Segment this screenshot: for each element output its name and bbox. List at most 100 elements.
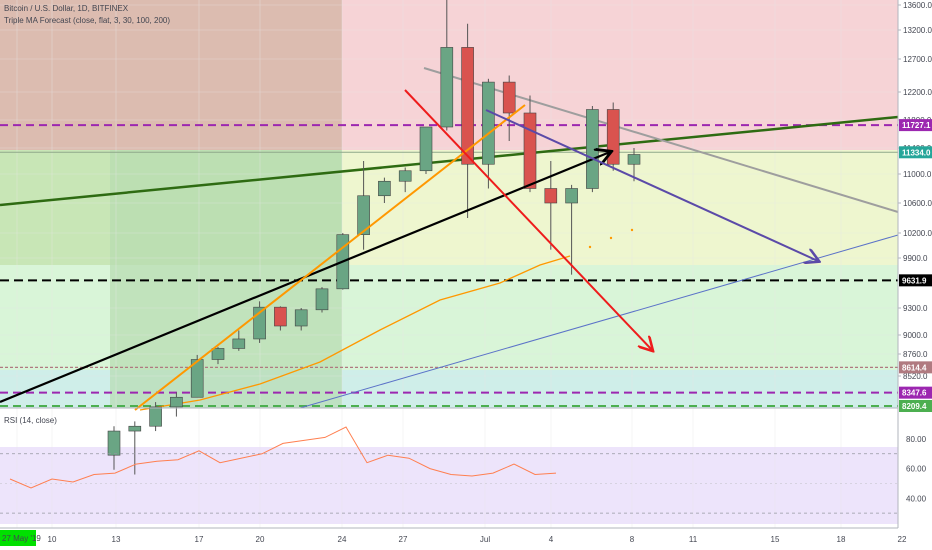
candle (170, 392, 183, 417)
rsi-tick-label: 40.00 (906, 494, 927, 503)
price-tick-label: 12700.0 (903, 55, 932, 64)
time-tick-label: 17 (195, 535, 204, 544)
candle-body (627, 154, 641, 165)
price-tag: 8347.6 (899, 386, 932, 399)
candle (440, 0, 454, 131)
forecast-dot (588, 245, 592, 249)
background-zones (0, 0, 898, 524)
candle (149, 402, 162, 432)
candle-body (107, 430, 121, 456)
price-tag-bg (899, 274, 932, 287)
candle-body (274, 306, 287, 327)
candle (107, 426, 121, 470)
candle (274, 306, 287, 331)
price-tag: 8614.4 (899, 361, 932, 374)
price-tick-label: 9300.0 (903, 304, 928, 313)
candle-body (128, 425, 142, 432)
time-tick-label: 10 (48, 535, 57, 544)
time-tick-label: 15 (771, 535, 780, 544)
price-tick-label: 12200.0 (903, 88, 932, 97)
candle-body (482, 81, 495, 165)
indicator-legend[interactable]: Triple MA Forecast (close, flat, 3, 30, … (4, 16, 170, 25)
candle (565, 184, 578, 275)
candle-body (398, 170, 412, 182)
rsi-tick-label: 60.00 (906, 465, 927, 474)
time-tick-label: 27 (399, 535, 408, 544)
time-tick-label: 27 May '19 (2, 534, 41, 543)
rsi-legend[interactable]: RSI (14, close) (4, 416, 57, 425)
price-tag-bg (899, 146, 932, 159)
time-axis[interactable]: 27 May '19 10 13 17 20 24 27 Jul 4 8 11 15 18 22 (0, 527, 932, 550)
price-tag-bg (899, 386, 932, 399)
symbol-legend[interactable]: Bitcoin / U.S. Dollar, 1D, BITFINEX (4, 4, 129, 13)
candle (398, 167, 412, 193)
price-tag-label: 11334.0 (902, 148, 931, 157)
forecast-dot (630, 228, 634, 232)
price-tick-label: 10200.0 (903, 229, 932, 238)
zone-yellow (342, 150, 898, 265)
rsi-band-fill (0, 447, 898, 524)
price-tag: 8209.4 (899, 400, 932, 412)
price-tag-label: 11727.1 (902, 121, 931, 130)
green-trendline (0, 115, 899, 207)
forecast-dot (609, 236, 613, 240)
candle (419, 126, 433, 174)
candle-body (357, 195, 370, 235)
candle (315, 287, 329, 313)
candle-body (565, 188, 578, 204)
price-tick-label: 10600.0 (903, 199, 932, 208)
moving-average-line (139, 255, 571, 411)
price-tick-label: 8520.0 (903, 372, 928, 381)
price-tag-bg (899, 119, 932, 132)
time-tick-label: Jul (480, 535, 490, 544)
candle-body (190, 359, 204, 398)
price-axis[interactable]: 13600.013200.012700.012200.011800.011400… (897, 0, 932, 550)
price-tick-label: 11000.0 (903, 170, 932, 179)
candle-body (149, 406, 162, 427)
price-tick-label: 13600.0 (903, 1, 932, 10)
time-tick-label: 24 (338, 535, 347, 544)
orange-trendline (134, 104, 526, 411)
candle-body (606, 109, 620, 165)
blue-channel-line (299, 234, 899, 409)
candle (606, 102, 620, 171)
price-tag: 9631.9 (899, 274, 932, 287)
price-tag-label: 8347.6 (902, 389, 927, 398)
candle (232, 330, 246, 351)
rsi-layer (0, 407, 898, 514)
purple-forecast-arrow (485, 109, 818, 261)
candle-body (440, 47, 454, 128)
candle (128, 421, 142, 475)
candle (357, 161, 370, 250)
date-tag-bg (0, 530, 36, 546)
candle-body (419, 126, 433, 172)
price-tag: 11727.1 (899, 119, 932, 132)
candle-body (461, 47, 474, 165)
time-axis-bg (0, 528, 932, 550)
candle (586, 106, 599, 193)
time-tick-label: 11 (689, 535, 698, 544)
price-tag-bg (899, 361, 932, 374)
candle-body (523, 112, 537, 189)
time-tick-label: 20 (256, 535, 265, 544)
price-tag-label: 9631.9 (902, 276, 927, 285)
price-tick-label: 9000.0 (903, 331, 928, 340)
candle (627, 148, 641, 182)
candle-body (502, 81, 516, 114)
price-tag: 11334.0 (899, 146, 932, 159)
candle-body (315, 288, 329, 311)
price-tag-bg (899, 400, 932, 412)
rsi-tick-label: 80.00 (906, 435, 927, 444)
overlay-layer (0, 89, 818, 411)
price-tick-label: 9900.0 (903, 254, 928, 263)
time-tick-label: 13 (112, 535, 121, 544)
candle (502, 75, 516, 141)
candle-body (294, 309, 308, 327)
time-tick-label: 8 (630, 535, 635, 544)
candle (378, 177, 391, 203)
price-tick-label: 8760.0 (903, 350, 928, 359)
time-tick-label: 4 (549, 535, 554, 544)
candle-body (378, 180, 391, 197)
